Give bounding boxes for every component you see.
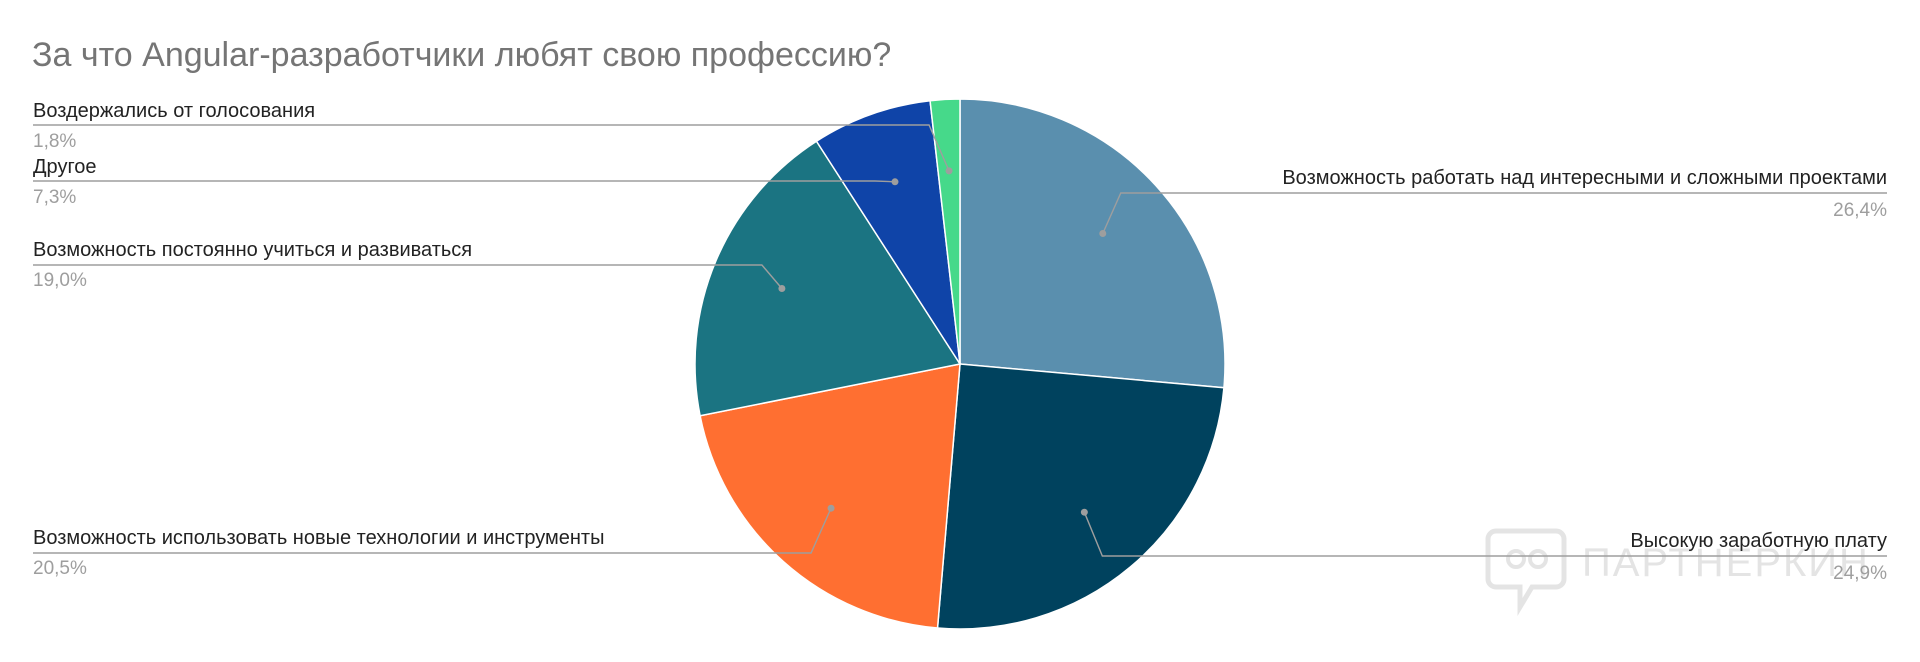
leader-line-3 — [33, 507, 832, 554]
pie-slice-3 — [699, 363, 961, 629]
pie-slice-1 — [959, 98, 1226, 389]
slice-value-5: 7,3% — [33, 187, 76, 208]
leader-dot-3 — [827, 504, 835, 512]
pie-slice-4 — [694, 140, 962, 417]
leader-dot-2 — [1080, 508, 1088, 516]
watermark-logo-icon — [1485, 528, 1567, 617]
slice-value-4: 19,0% — [33, 270, 87, 291]
leader-dot-4 — [778, 284, 786, 292]
slice-label-6: Воздержались от голосования — [33, 100, 315, 122]
chart-title: За что Angular-разработчики любят свою п… — [32, 36, 891, 74]
slice-label-1: Возможность работать над интересными и с… — [1282, 167, 1887, 189]
leader-dot-6 — [945, 167, 953, 175]
pie-slices — [694, 98, 1226, 630]
slice-value-6: 1,8% — [33, 131, 76, 152]
watermark-text: ПАРТНЕРКИН — [1582, 541, 1870, 585]
leader-dot-5 — [891, 178, 899, 186]
watermark: ПАРТНЕРКИН — [1485, 528, 1870, 617]
leader-line-4 — [33, 264, 783, 289]
leader-line-5 — [33, 180, 896, 183]
pie-slice-5 — [815, 99, 961, 365]
pie-label-group-2: Высокую заработную плату 24,9% — [1080, 508, 1887, 584]
pie-label-group-3: Возможность использовать новые технологи… — [33, 504, 835, 579]
pie-label-group-1: Возможность работать над интересными и с… — [1099, 167, 1887, 237]
slice-value-1: 26,4% — [1833, 200, 1887, 221]
slice-value-2: 24,9% — [1833, 563, 1887, 584]
slice-label-2: Высокую заработную плату — [1630, 530, 1887, 552]
slice-label-5: Другое — [33, 156, 97, 178]
leader-line-6 — [33, 124, 950, 172]
leader-dot-1 — [1099, 229, 1107, 237]
pie-label-group-4: Возможность постоянно учиться и развиват… — [33, 239, 786, 292]
leader-line-1 — [1102, 192, 1887, 234]
pie-slice-6 — [929, 98, 961, 365]
pie-label-group-6: Воздержались от голосования 1,8% — [33, 100, 953, 175]
slice-value-3: 20,5% — [33, 558, 87, 579]
slice-label-4: Возможность постоянно учиться и развиват… — [33, 239, 472, 261]
pie-slice-2 — [936, 363, 1225, 630]
pie-label-group-5: Другое 7,3% — [33, 156, 899, 208]
pie-labels: Возможность работать над интересными и с… — [33, 100, 1887, 584]
leader-line-2 — [1083, 511, 1887, 557]
slice-label-3: Возможность использовать новые технологи… — [33, 527, 604, 549]
